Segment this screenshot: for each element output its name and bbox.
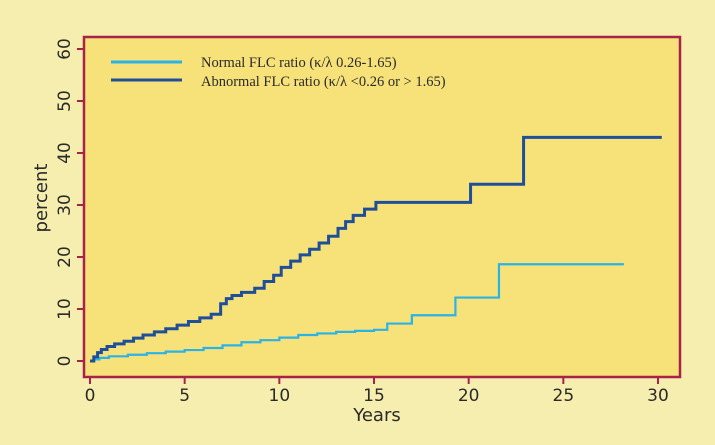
y-axis: 0 10 20 30 40 50 60	[55, 38, 84, 366]
y-tick-label: 0	[55, 356, 75, 367]
y-tick-label: 10	[55, 298, 75, 320]
series-line-abnormal	[90, 135, 662, 363]
x-tick-label: 15	[363, 386, 385, 406]
x-axis-label: Years	[352, 405, 401, 426]
y-tick-label: 60	[55, 38, 75, 60]
plot-background	[82, 35, 682, 379]
x-tick-label: 5	[179, 386, 190, 406]
y-axis-label: percent	[31, 164, 52, 233]
x-axis: 0 5 10 15 20 25 30	[85, 377, 669, 406]
x-tick-label: 10	[269, 386, 291, 406]
y-tick-label: 50	[55, 90, 75, 112]
series-layer	[90, 135, 662, 363]
x-tick-label: 30	[647, 386, 669, 406]
y-tick-label: 20	[55, 246, 75, 268]
legend-label-abnormal: Abnormal FLC ratio (κ/λ <0.26 or > 1.65)	[201, 74, 446, 90]
legend: Normal FLC ratio (κ/λ 0.26-1.65) Abnorma…	[111, 55, 446, 90]
y-tick-label: 40	[55, 142, 75, 164]
y-tick-label: 30	[55, 194, 75, 216]
x-tick-label: 0	[85, 386, 96, 406]
series-line-normal	[90, 263, 624, 363]
x-tick-label: 25	[553, 386, 575, 406]
x-tick-label: 20	[458, 386, 480, 406]
legend-label-normal: Normal FLC ratio (κ/λ 0.26-1.65)	[201, 55, 397, 71]
